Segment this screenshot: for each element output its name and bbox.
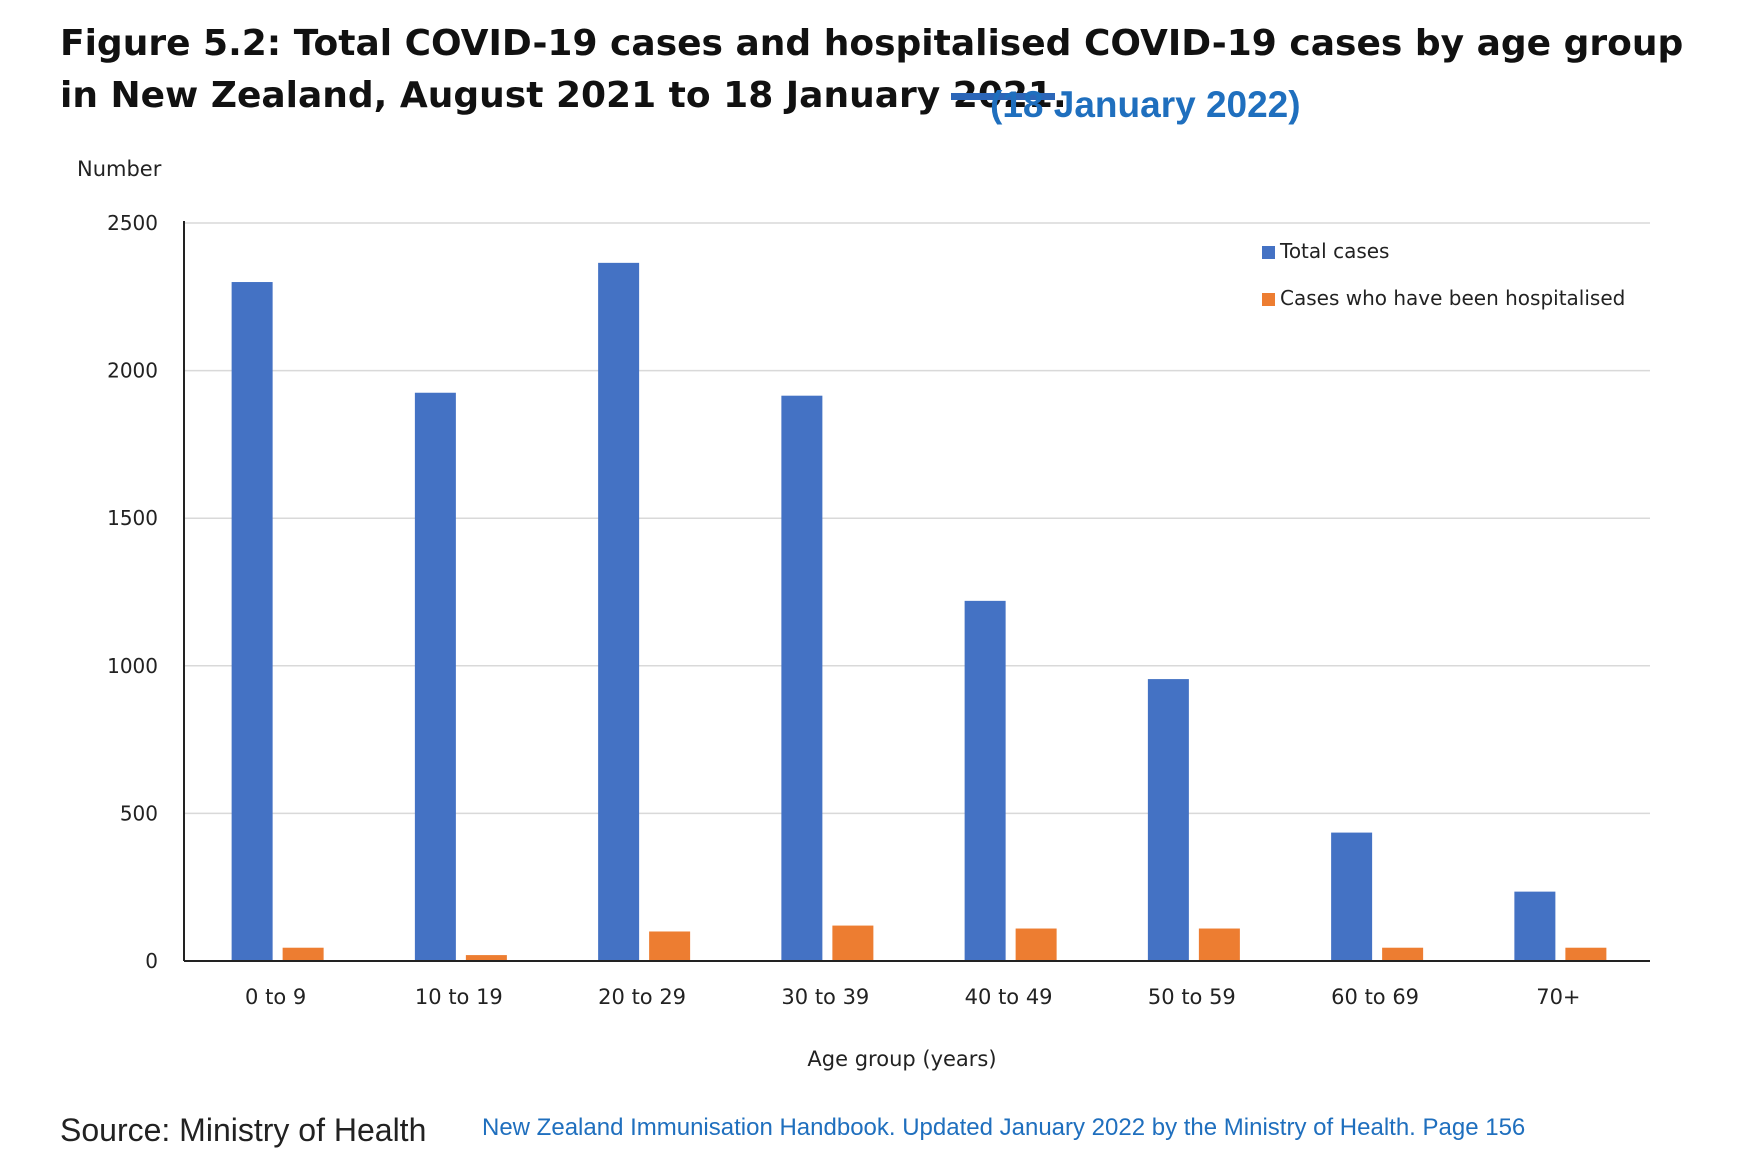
x-tick-label: 0 to 9: [245, 985, 306, 1009]
bar-total-cases: [964, 600, 1006, 961]
x-tick-label: 60 to 69: [1331, 985, 1419, 1009]
y-tick-label: 0: [145, 949, 158, 973]
x-tick-label: 20 to 29: [598, 985, 686, 1009]
bar-chart: 0 500 1000 1500 2000 2500 0 to 9 10 to 19 20 to…: [77, 157, 1650, 1071]
legend-label: Total cases: [1279, 239, 1389, 263]
x-tick-label: 50 to 59: [1148, 985, 1236, 1009]
bar-hospitalised-cases: [1015, 928, 1057, 961]
citation-link[interactable]: New Zealand Immunisation Handbook. Updat…: [482, 1114, 1526, 1141]
y-tick-label: 1000: [107, 654, 158, 678]
x-axis-label: Age group (years): [807, 1047, 996, 1071]
date-correction-note: (18 January 2022): [990, 84, 1301, 125]
figure-title: Figure 5.2: Total COVID-19 cases and hos…: [60, 18, 1700, 122]
y-axis-ticks: 0 500 1000 1500 2000 2500: [107, 211, 158, 973]
bar-hospitalised-cases: [1382, 947, 1424, 961]
bar-total-cases: [598, 262, 640, 961]
x-tick-label: 30 to 39: [781, 985, 869, 1009]
bar-hospitalised-cases: [1198, 928, 1240, 961]
legend-swatch: [1262, 246, 1275, 259]
gridlines: [184, 222, 1650, 815]
bar-total-cases: [231, 282, 273, 961]
legend-label: Cases who have been hospitalised: [1280, 286, 1625, 310]
x-axis-ticks: 0 to 9 10 to 19 20 to 29 30 to 39 40 to 49 50…: [245, 985, 1580, 1009]
y-tick-label: 500: [120, 801, 158, 825]
bar-total-cases: [1147, 679, 1189, 961]
y-axis-label: Number: [77, 157, 162, 181]
struck-year: 2021: [952, 75, 1053, 116]
x-tick-label: 40 to 49: [965, 985, 1053, 1009]
bar-hospitalised-cases: [282, 947, 324, 961]
bar-total-cases: [1331, 832, 1373, 961]
source-note: Source: Ministry of Health: [60, 1112, 427, 1148]
bar-total-cases: [414, 392, 456, 961]
bar-hospitalised-cases: [649, 931, 691, 961]
legend: Total cases Cases who have been hospitali…: [1262, 239, 1625, 310]
y-tick-label: 2000: [107, 359, 158, 383]
bar-total-cases: [1514, 891, 1556, 961]
legend-swatch: [1262, 293, 1275, 306]
bar-hospitalised-cases: [1565, 947, 1607, 961]
y-tick-label: 2500: [107, 211, 158, 235]
x-tick-label: 70+: [1536, 985, 1580, 1009]
bar-hospitalised-cases: [832, 925, 874, 961]
figure-title-main: Figure 5.2: Total COVID-19 cases and hos…: [60, 23, 1684, 116]
bar-total-cases: [781, 395, 823, 961]
bar-hospitalised-cases: [465, 955, 507, 961]
figure-title-end: .: [1052, 75, 1067, 116]
y-tick-label: 1500: [107, 506, 158, 530]
x-tick-label: 10 to 19: [415, 985, 503, 1009]
bars: [231, 262, 1607, 961]
axes: [183, 221, 1650, 962]
